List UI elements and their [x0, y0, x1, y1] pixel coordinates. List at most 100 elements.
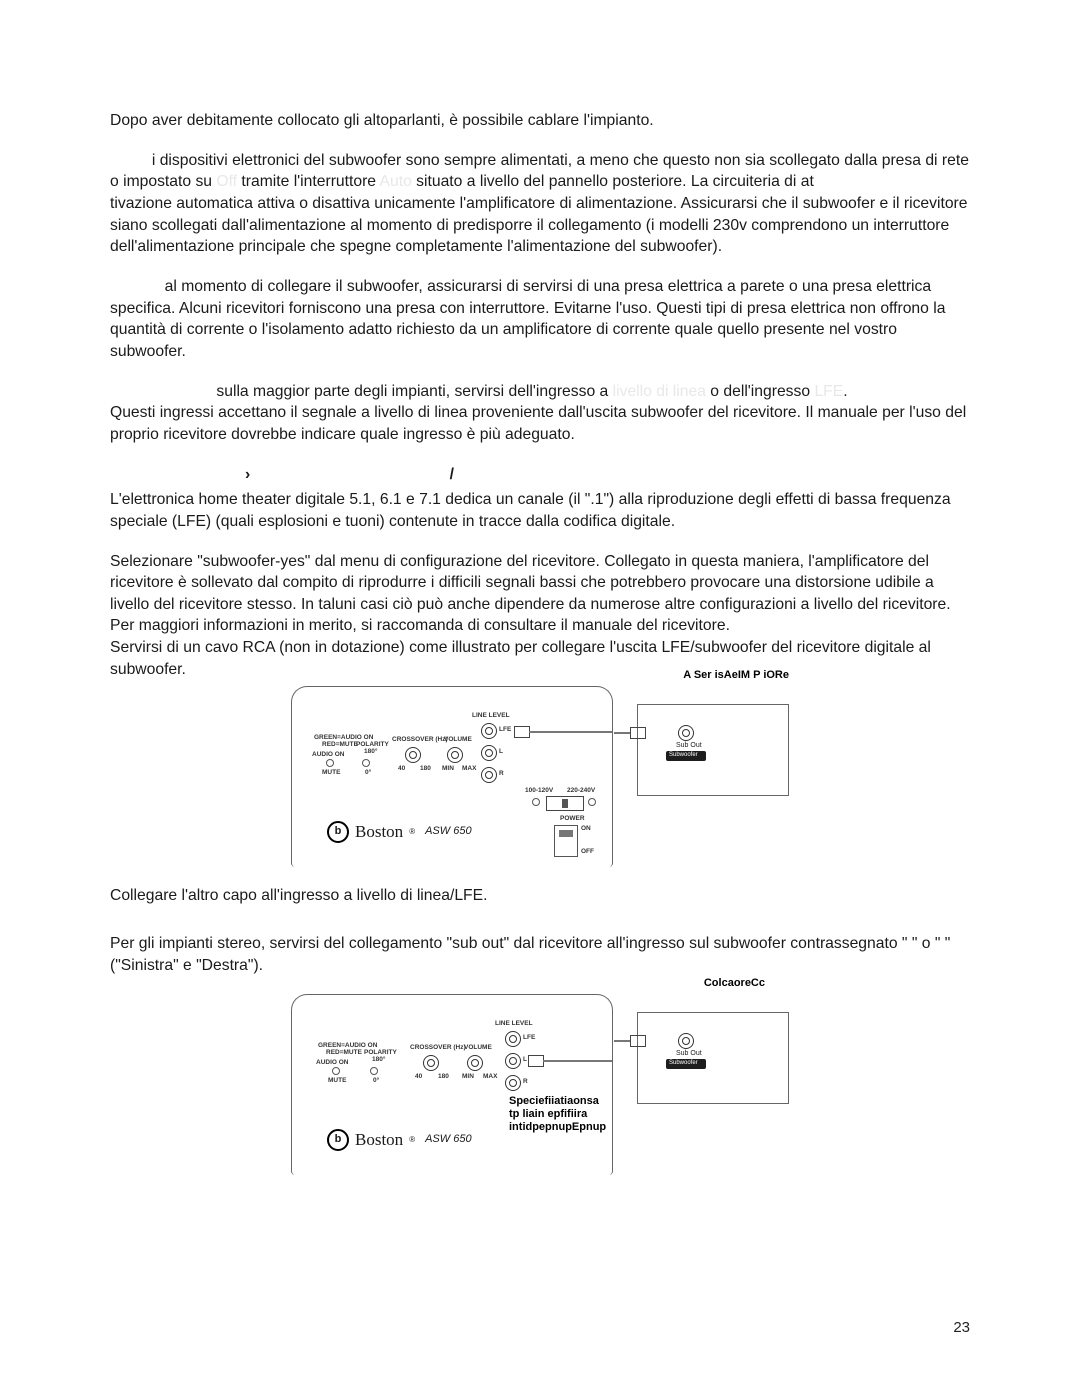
- label-min: MIN: [442, 766, 454, 773]
- brand-model: ASW 650: [421, 1132, 471, 1147]
- label-180deg: 180°: [364, 749, 377, 756]
- l-jack: [505, 1053, 521, 1069]
- text: .: [843, 383, 847, 400]
- hidden-word: Nota:: [110, 152, 152, 169]
- figure-caption: Speciefiiatiaonsa tp liain epfifiira int…: [509, 1095, 606, 1133]
- cable: [614, 732, 630, 734]
- caption-line: tp liain epfifiira: [509, 1108, 587, 1120]
- label-volume: VOLUME: [444, 737, 472, 744]
- label-lfe: LFE: [499, 727, 511, 734]
- dot: [332, 1067, 340, 1075]
- label-40: 40: [415, 1074, 422, 1081]
- text: Selezionare "subwoofer-yes" dal menu di …: [110, 553, 951, 635]
- l-jack: [481, 745, 497, 761]
- r-jack: [481, 767, 497, 783]
- label-180deg: 180°: [372, 1057, 385, 1064]
- label-180: 180: [438, 1074, 449, 1081]
- subout-label: Sub Out: [676, 1049, 702, 1059]
- label-mute: MUTE: [328, 1078, 346, 1085]
- label-line-level: LINE LEVEL: [472, 713, 510, 720]
- label-0deg: 0°: [365, 770, 371, 777]
- label-v2: 220-240V: [567, 788, 595, 795]
- figure-1: LINE LEVEL LFE L R CROSSOVER (Hz) 40 180…: [110, 686, 970, 867]
- label-audio-on: AUDIO ON: [316, 1060, 349, 1067]
- p7: Per gli impianti stereo, servirsi del co…: [110, 933, 970, 976]
- amp-title: ColcaoreCc: [704, 976, 765, 991]
- label-180: 180: [420, 766, 431, 773]
- label-v1: 100-120V: [525, 788, 553, 795]
- label-audio-on: AUDIO ON: [312, 752, 345, 759]
- plug-icon: [630, 1035, 646, 1047]
- lfe-jack: [481, 723, 497, 739]
- intro-paragraph: Dopo aver debitamente collocato gli alto…: [110, 110, 970, 132]
- p3: Ingressi audio: sulla maggior parte degl…: [110, 381, 970, 446]
- label-r: R: [523, 1079, 528, 1086]
- amp-title: A Ser isAeIM P iORe: [683, 668, 789, 683]
- label-r: R: [499, 771, 504, 778]
- cable: [614, 1040, 630, 1042]
- label-red: RED=MUTE: [326, 1050, 362, 1057]
- heading-symbols: › /: [110, 464, 970, 486]
- plug-icon: [528, 1055, 544, 1067]
- hidden-word: Ingressi audio:: [110, 383, 216, 400]
- text: tramite l'interruttore: [237, 173, 380, 190]
- subout-label: Sub Out: [676, 741, 702, 751]
- brand: b Boston® ASW 650: [327, 820, 472, 843]
- sym: ›: [245, 466, 250, 483]
- subwoofer-tag: [666, 1059, 706, 1069]
- label-40: 40: [398, 766, 405, 773]
- hidden-word: Avviso:: [110, 278, 165, 295]
- brand-name: Boston: [355, 820, 403, 843]
- label-max: MAX: [483, 1074, 497, 1081]
- r-jack: [505, 1075, 521, 1091]
- sym: /: [450, 466, 454, 483]
- brand-name: Boston: [355, 1128, 403, 1151]
- brand: b Boston® ASW 650: [327, 1128, 472, 1151]
- text: o dell'ingresso: [706, 383, 815, 400]
- subout-jack: [678, 1033, 694, 1049]
- p2: Avviso: al momento di collegare il subwo…: [110, 276, 970, 363]
- caption-line: Speciefiiatiaonsa: [509, 1095, 599, 1107]
- text: al momento di collegare il subwoofer, as…: [110, 278, 945, 360]
- text: sulla maggior parte degli impianti, serv…: [216, 383, 612, 400]
- page-number: 23: [953, 1318, 970, 1339]
- receiver-box: Sub Out: [637, 704, 789, 796]
- plug-icon: [630, 727, 646, 739]
- label-lfe: LFE: [523, 1035, 535, 1042]
- subout-jack: [678, 725, 694, 741]
- brand-model: ASW 650: [421, 824, 471, 839]
- text: tivazione automatica attiva o disattiva …: [110, 195, 968, 255]
- label-l: L: [523, 1057, 527, 1064]
- p1: Nota: i dispositivi elettronici del subw…: [110, 150, 970, 258]
- figure-2: LINE LEVEL LFE L R CROSSOVER (Hz) 40 180…: [110, 994, 970, 1175]
- subwoofer-panel: LINE LEVEL LFE L R CROSSOVER (Hz) 40 180…: [291, 686, 613, 867]
- ghost: livello di linea: [613, 383, 706, 400]
- label-volume: VOLUME: [464, 1045, 492, 1052]
- brand-logo-icon: b: [327, 1129, 349, 1151]
- subwoofer-panel-2: LINE LEVEL LFE L R CROSSOVER (Hz) 40 180…: [291, 994, 613, 1175]
- volume-knob: [447, 747, 463, 763]
- label-min: MIN: [462, 1074, 474, 1081]
- receiver-box-2: Sub Out: [637, 1012, 789, 1104]
- text: Questi ingressi accettano il segnale a l…: [110, 404, 966, 443]
- p6: Collegare l'altro capo all'ingresso a li…: [110, 885, 970, 907]
- plug-icon: [514, 726, 530, 738]
- p4: L'elettronica home theater digitale 5.1,…: [110, 489, 970, 532]
- cable: [543, 1060, 612, 1062]
- ghost-off: Off: [216, 173, 237, 190]
- dot: [362, 759, 370, 767]
- voltage-selector: [546, 796, 584, 811]
- label-line-level: LINE LEVEL: [495, 1021, 533, 1028]
- subwoofer-tag: [666, 751, 706, 761]
- label-crossover: CROSSOVER (Hz): [410, 1045, 466, 1052]
- label-mute: MUTE: [322, 770, 340, 777]
- crossover-knob: [423, 1055, 439, 1071]
- brand-logo-icon: b: [327, 821, 349, 843]
- label-red: RED=MUTE: [322, 742, 358, 749]
- power-switch: [554, 825, 578, 857]
- screw: [588, 798, 596, 806]
- volume-knob: [467, 1055, 483, 1071]
- page: Dopo aver debitamente collocato gli alto…: [0, 0, 1080, 1397]
- text: Servirsi di un cavo RCA (non in dotazion…: [110, 639, 931, 678]
- ghost-auto: Auto: [380, 173, 412, 190]
